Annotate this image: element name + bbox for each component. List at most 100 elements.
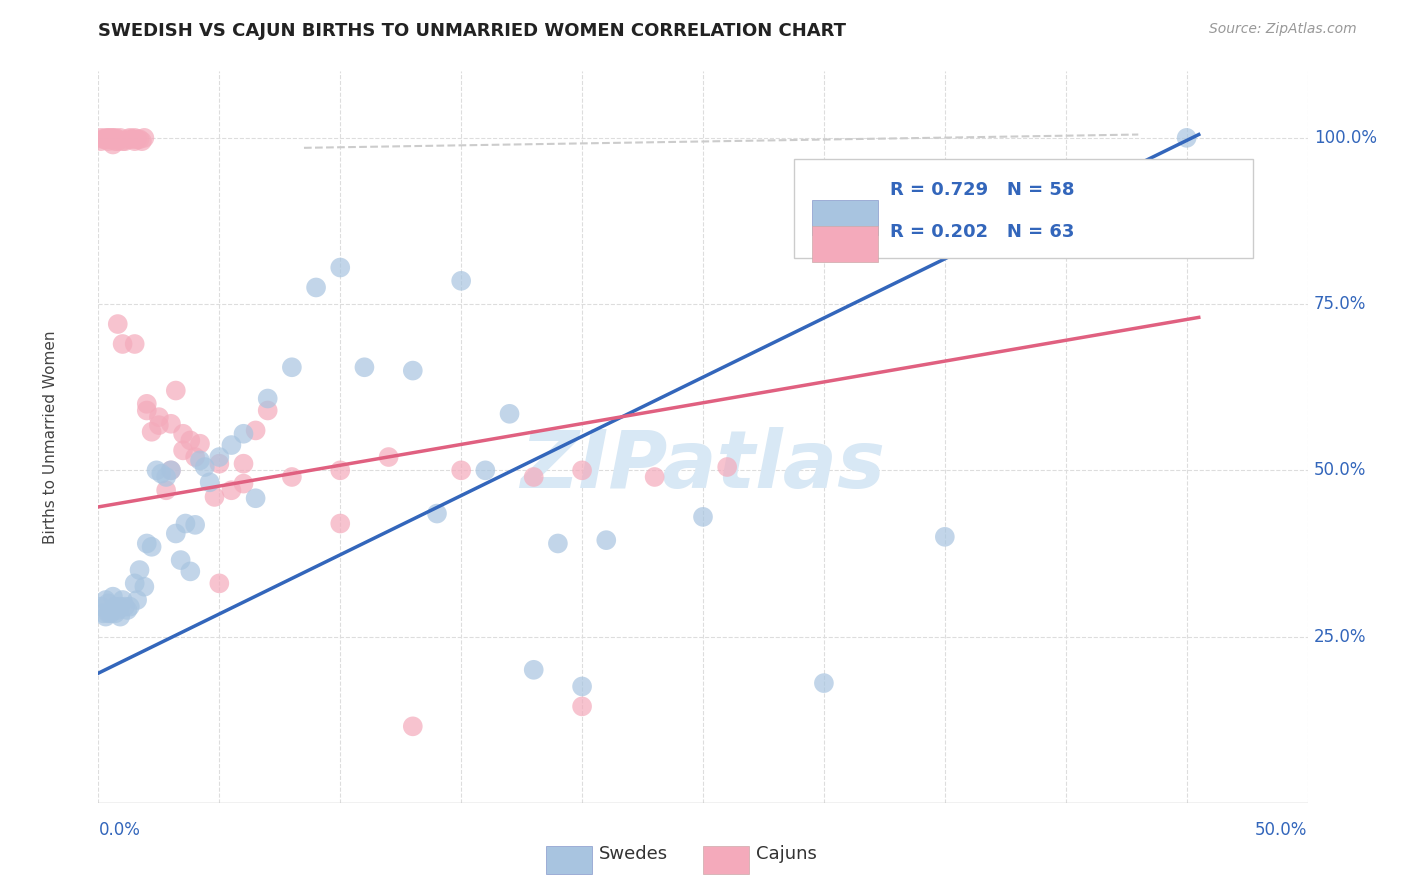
Point <box>124 134 146 148</box>
Point <box>934 530 956 544</box>
Point <box>104 134 127 148</box>
Point <box>107 132 129 146</box>
Point <box>174 516 197 531</box>
Point <box>114 134 136 148</box>
Point <box>107 134 129 148</box>
Point <box>221 438 243 452</box>
Point <box>450 463 472 477</box>
Point <box>145 463 167 477</box>
Point <box>111 134 134 148</box>
Point <box>329 260 352 275</box>
Point <box>108 131 131 145</box>
Point <box>165 526 187 541</box>
Point <box>208 457 231 471</box>
Point <box>90 134 112 148</box>
Text: 100.0%: 100.0% <box>1313 128 1376 147</box>
Point <box>101 590 124 604</box>
Point <box>426 507 449 521</box>
Point <box>134 131 156 145</box>
Point <box>100 132 122 146</box>
Point <box>118 599 141 614</box>
Bar <box>703 846 749 874</box>
Point <box>135 403 157 417</box>
Point <box>204 490 226 504</box>
Point <box>692 509 714 524</box>
Point <box>571 699 593 714</box>
Text: Source: ZipAtlas.com: Source: ZipAtlas.com <box>1209 22 1357 37</box>
Point <box>131 134 153 148</box>
Point <box>117 132 139 146</box>
Point <box>498 407 520 421</box>
Point <box>184 450 207 464</box>
Text: 50.0%: 50.0% <box>1256 821 1308 839</box>
Point <box>101 131 124 145</box>
Point <box>571 463 593 477</box>
Point <box>245 491 267 506</box>
Point <box>232 457 254 471</box>
Point <box>813 676 835 690</box>
Point <box>100 131 122 145</box>
Point <box>155 483 177 498</box>
Point <box>108 599 131 614</box>
Point <box>117 603 139 617</box>
Point <box>97 596 120 610</box>
Point <box>90 599 112 614</box>
Point <box>108 609 131 624</box>
Point <box>402 719 425 733</box>
Point <box>135 397 157 411</box>
Point <box>188 436 211 450</box>
Point <box>97 131 120 145</box>
Point <box>160 417 183 431</box>
Point <box>104 599 127 614</box>
Point <box>124 131 146 145</box>
Bar <box>546 846 592 874</box>
Text: 25.0%: 25.0% <box>1313 628 1367 646</box>
Point <box>114 599 136 614</box>
Point <box>90 131 112 145</box>
Point <box>198 475 221 490</box>
Point <box>208 450 231 464</box>
Point <box>104 607 127 621</box>
Point <box>127 132 149 146</box>
Point <box>101 137 124 152</box>
Text: Cajuns: Cajuns <box>756 845 817 863</box>
Bar <box>811 227 879 261</box>
Point <box>523 470 546 484</box>
Point <box>523 663 546 677</box>
Point <box>172 426 194 441</box>
Text: ZIPatlas: ZIPatlas <box>520 427 886 506</box>
Text: SWEDISH VS CAJUN BIRTHS TO UNMARRIED WOMEN CORRELATION CHART: SWEDISH VS CAJUN BIRTHS TO UNMARRIED WOM… <box>98 22 846 40</box>
Point <box>716 460 738 475</box>
Point <box>155 470 177 484</box>
Point <box>221 483 243 498</box>
Point <box>179 565 201 579</box>
Point <box>128 132 150 146</box>
Point <box>91 607 114 621</box>
Point <box>208 576 231 591</box>
Point <box>353 360 375 375</box>
Bar <box>793 159 1253 258</box>
Point <box>94 131 117 145</box>
Point <box>305 280 328 294</box>
Text: Births to Unmarried Women: Births to Unmarried Women <box>42 330 58 544</box>
Text: 0.0%: 0.0% <box>98 821 141 839</box>
Point <box>188 453 211 467</box>
Point <box>160 463 183 477</box>
Point <box>1175 131 1198 145</box>
Point <box>232 476 254 491</box>
Text: R = 0.729   N = 58: R = 0.729 N = 58 <box>890 181 1076 199</box>
Point <box>245 424 267 438</box>
Point <box>135 536 157 550</box>
Point <box>329 463 352 477</box>
Point <box>256 392 278 406</box>
Text: Swedes: Swedes <box>599 845 668 863</box>
Point <box>94 132 117 146</box>
Point <box>107 603 129 617</box>
Point <box>595 533 617 548</box>
Point <box>118 131 141 145</box>
Point <box>97 607 120 621</box>
Point <box>124 576 146 591</box>
Point <box>104 131 127 145</box>
Point <box>160 463 183 477</box>
Point <box>377 450 399 464</box>
